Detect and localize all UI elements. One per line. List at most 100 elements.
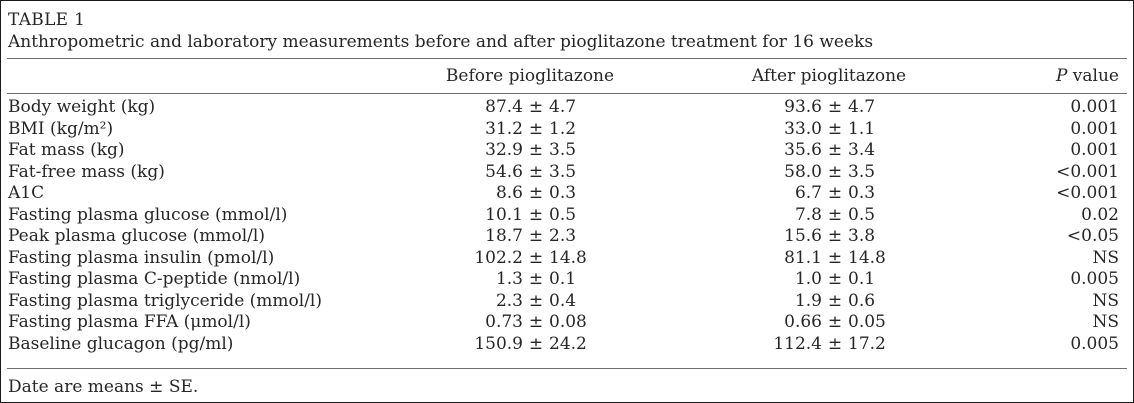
table-title: TABLE 1 bbox=[8, 10, 86, 30]
rule-under-caption bbox=[7, 58, 1127, 59]
after-value: 7.8 ±0.5 bbox=[664, 205, 994, 227]
row-label: Fasting plasma insulin (pmol/l) bbox=[8, 247, 275, 268]
after-mean: 81.1 bbox=[784, 247, 822, 268]
before-value: 0.73 ±0.08 bbox=[396, 312, 664, 334]
plus-minus-symbol: ± bbox=[827, 226, 843, 246]
row-label: Fat mass (kg) bbox=[8, 140, 125, 160]
before-mean: 87.4 bbox=[485, 97, 523, 117]
table-row: Fasting plasma C-peptide (nmol/l) 1.3 ±0.1… bbox=[1, 269, 1133, 291]
after-se: 1.1 bbox=[848, 118, 876, 139]
table-row: Fasting plasma glucose (mmol/l) 10.1 ±0.5 7… bbox=[1, 205, 1133, 227]
after-value: 6.7 ±0.3 bbox=[664, 183, 994, 205]
plus-minus-symbol: ± bbox=[528, 226, 544, 246]
after-se: 0.05 bbox=[848, 312, 886, 332]
before-value: 102.2 ±14.8 bbox=[396, 248, 664, 270]
before-mean: 150.9 bbox=[474, 333, 523, 354]
table-row: BMI (kg/m²) 31.2 ±1.2 33.0 ±1.1 0.001 bbox=[1, 119, 1133, 141]
table-footnote: Date are means ± SE. bbox=[8, 377, 199, 397]
after-mean: 1.9 bbox=[794, 290, 822, 311]
after-value: 81.1 ±14.8 bbox=[664, 248, 994, 270]
before-value: 31.2 ±1.2 bbox=[396, 119, 664, 141]
before-se: 3.5 bbox=[549, 140, 577, 160]
plus-minus-symbol: ± bbox=[528, 333, 544, 354]
after-se: 3.8 bbox=[848, 226, 876, 246]
plus-minus-symbol: ± bbox=[827, 290, 843, 311]
after-mean: 35.6 bbox=[784, 140, 822, 160]
row-label: Fat-free mass (kg) bbox=[8, 161, 165, 182]
pvalue-header-word: value bbox=[1067, 66, 1119, 86]
before-mean: 31.2 bbox=[485, 118, 523, 139]
before-mean: 18.7 bbox=[485, 226, 523, 246]
row-label: Body weight (kg) bbox=[8, 97, 156, 117]
after-se: 17.2 bbox=[848, 333, 886, 354]
plus-minus-symbol: ± bbox=[827, 312, 843, 332]
plus-minus-symbol: ± bbox=[827, 204, 843, 225]
table-row: Peak plasma glucose (mmol/l) 18.7 ±2.3 15.6… bbox=[1, 226, 1133, 248]
before-mean: 2.3 bbox=[495, 290, 523, 311]
plus-minus-symbol: ± bbox=[528, 140, 544, 160]
after-mean: 112.4 bbox=[773, 333, 822, 354]
plus-minus-symbol: ± bbox=[827, 118, 843, 139]
after-mean: 0.66 bbox=[784, 312, 822, 332]
table-row: Baseline glucagon (pg/ml) 150.9 ±24.2 112.4… bbox=[1, 334, 1133, 356]
before-se: 0.3 bbox=[549, 183, 577, 203]
plus-minus-symbol: ± bbox=[827, 247, 843, 268]
table-subtitle: Anthropometric and laboratory measuremen… bbox=[8, 32, 874, 52]
before-value: 87.4 ±4.7 bbox=[396, 97, 664, 119]
row-label: Baseline glucagon (pg/ml) bbox=[8, 333, 234, 354]
row-label: Fasting plasma glucose (mmol/l) bbox=[8, 204, 288, 225]
after-mean: 7.8 bbox=[794, 204, 822, 225]
plus-minus-symbol: ± bbox=[528, 290, 544, 311]
column-header-pvalue: P value bbox=[994, 66, 1133, 86]
table-row: Fasting plasma triglyceride (mmol/l) 2.3 ±… bbox=[1, 291, 1133, 313]
before-value: 18.7 ±2.3 bbox=[396, 226, 664, 248]
after-se: 14.8 bbox=[848, 247, 886, 268]
plus-minus-symbol: ± bbox=[528, 183, 544, 203]
before-value: 150.9 ±24.2 bbox=[396, 334, 664, 356]
table-row: Fat mass (kg) 32.9 ±3.5 35.6 ±3.4 0.001 bbox=[1, 140, 1133, 162]
p-value: NS bbox=[1092, 247, 1119, 268]
before-mean: 8.6 bbox=[495, 183, 523, 203]
after-value: 1.9 ±0.6 bbox=[664, 291, 994, 313]
before-value: 10.1 ±0.5 bbox=[396, 205, 664, 227]
before-mean: 32.9 bbox=[485, 140, 523, 160]
after-value: 0.66 ±0.05 bbox=[664, 312, 994, 334]
p-value: 0.005 bbox=[1070, 333, 1119, 354]
before-value: 2.3 ±0.4 bbox=[396, 291, 664, 313]
column-header-after: After pioglitazone bbox=[751, 66, 907, 86]
p-value: 0.001 bbox=[1070, 118, 1119, 139]
after-se: 0.1 bbox=[848, 269, 876, 289]
before-se: 3.5 bbox=[549, 161, 577, 182]
before-se: 14.8 bbox=[549, 247, 587, 268]
after-mean: 6.7 bbox=[794, 183, 822, 203]
row-label: Peak plasma glucose (mmol/l) bbox=[8, 226, 265, 246]
after-value: 58.0 ±3.5 bbox=[664, 162, 994, 184]
p-value: 0.001 bbox=[1070, 140, 1119, 160]
table-body: Body weight (kg) 87.4 ±4.7 93.6 ±4.7 0.001 BMI… bbox=[1, 94, 1133, 355]
plus-minus-symbol: ± bbox=[827, 269, 843, 289]
row-label: Fasting plasma C-peptide (nmol/l) bbox=[8, 269, 301, 289]
table-row: Fat-free mass (kg) 54.6 ±3.5 58.0 ±3.5 <0.001 bbox=[1, 162, 1133, 184]
p-value: NS bbox=[1092, 312, 1119, 332]
after-value: 1.0 ±0.1 bbox=[664, 269, 994, 291]
before-se: 24.2 bbox=[549, 333, 587, 354]
pvalue-header-symbol: P bbox=[1055, 66, 1068, 86]
row-label: BMI (kg/m²) bbox=[8, 118, 114, 139]
plus-minus-symbol: ± bbox=[827, 333, 843, 354]
after-se: 0.5 bbox=[848, 204, 876, 225]
p-value: <0.05 bbox=[1066, 226, 1119, 246]
after-se: 3.4 bbox=[848, 140, 876, 160]
before-mean: 1.3 bbox=[495, 269, 523, 289]
p-value: 0.02 bbox=[1081, 204, 1119, 225]
row-label: Fasting plasma FFA (μmol/l) bbox=[8, 312, 251, 332]
p-value: 0.001 bbox=[1070, 97, 1119, 117]
before-mean: 0.73 bbox=[485, 312, 523, 332]
plus-minus-symbol: ± bbox=[528, 312, 544, 332]
before-value: 1.3 ±0.1 bbox=[396, 269, 664, 291]
after-se: 3.5 bbox=[848, 161, 876, 182]
after-mean: 33.0 bbox=[784, 118, 822, 139]
before-se: 1.2 bbox=[549, 118, 577, 139]
plus-minus-symbol: ± bbox=[528, 204, 544, 225]
before-se: 2.3 bbox=[549, 226, 577, 246]
